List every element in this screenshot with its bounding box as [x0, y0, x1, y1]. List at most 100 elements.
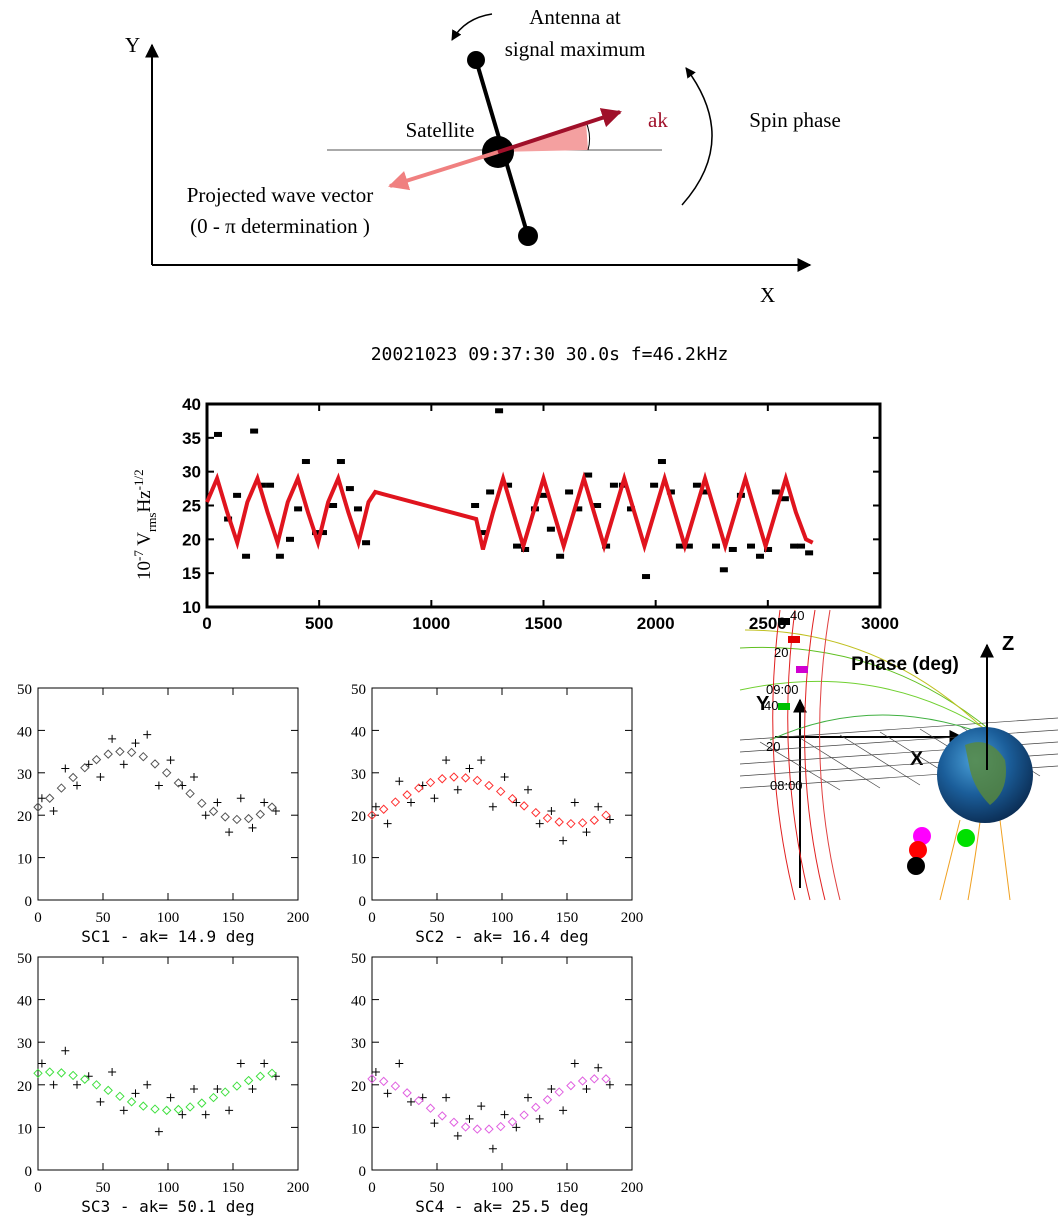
x-tick-label: 100 [491, 910, 514, 926]
satellite-label: Satellite [406, 118, 475, 142]
data-point [747, 543, 756, 549]
x-tick-label: 150 [556, 910, 579, 926]
measured-point [108, 734, 117, 743]
data-point [584, 472, 593, 478]
model-point [460, 773, 471, 783]
spin-label: Spin phase [749, 108, 841, 132]
measured-point [260, 798, 269, 807]
measured-point [166, 756, 175, 765]
model-point [378, 804, 389, 814]
y-tick-label: 35 [182, 429, 201, 448]
measured-point [201, 1110, 210, 1119]
y-tick-label: 10 [182, 598, 201, 617]
measured-point [547, 806, 556, 815]
model-point [185, 788, 195, 799]
data-point [728, 546, 737, 552]
measured-point [524, 785, 532, 794]
data-point [771, 489, 780, 495]
model-point [472, 775, 483, 786]
measured-point [49, 806, 58, 815]
y-tick-label: 20 [351, 809, 366, 825]
data-point [521, 546, 530, 552]
x-axis-label: Phase (deg) [851, 654, 959, 675]
model-point [390, 797, 401, 807]
model-point [267, 1068, 277, 1079]
spacecraft-4 [796, 666, 808, 673]
data-point [250, 428, 259, 434]
measured-point [201, 811, 210, 820]
model-point [437, 1111, 447, 1121]
y-tick-label: 30 [182, 463, 201, 482]
y-tick-label: 40 [17, 724, 32, 740]
model-point [56, 1068, 67, 1078]
measured-point [260, 1059, 269, 1068]
y-tick-label: 20 [351, 1079, 366, 1095]
y-axis-label-part: -1/2 [131, 469, 146, 490]
y-tick-label: 50 [351, 682, 366, 698]
y-tick-label: 30 [17, 767, 32, 783]
data-point [546, 526, 555, 532]
y-tick-label: 25 [182, 497, 201, 516]
plot-frame [37, 956, 299, 1171]
x-tick-label: 50 [96, 1180, 111, 1196]
measured-point [500, 1110, 509, 1119]
model-point [601, 1074, 611, 1084]
model-point [414, 1095, 424, 1106]
model-point [589, 1074, 600, 1084]
chart: 0 500 1000 1500 2000 2500 3000 10 15 20 25 30 35 40 20… [131, 344, 959, 675]
y-tick-label: 30 [17, 1036, 32, 1052]
plot-frame [37, 687, 299, 901]
model-point [197, 798, 207, 809]
model-point [33, 1068, 43, 1079]
model-point [115, 1091, 125, 1102]
measured-point [570, 1059, 579, 1068]
x-tick-label: 2500 [749, 614, 787, 633]
measured-point [430, 794, 439, 803]
x-tick-label: 100 [157, 910, 180, 926]
data-point [797, 543, 806, 549]
x-tick-label: 0 [202, 614, 211, 633]
y-tick-label: 10 [351, 852, 366, 868]
data-point [780, 496, 789, 502]
y-axis-label-part: Hz [134, 490, 155, 512]
measured-point [488, 1144, 497, 1153]
model-point [56, 783, 67, 793]
measured-point [442, 756, 451, 765]
measured-point [73, 1080, 81, 1089]
model-point [243, 1075, 254, 1086]
model-point [91, 754, 102, 765]
model-point [378, 1076, 389, 1087]
measured-point [236, 1059, 245, 1068]
measured-point [512, 798, 521, 807]
model-point [44, 1067, 55, 1077]
data-point [642, 574, 651, 580]
x-tick-label: 50 [430, 910, 445, 926]
measured-point [225, 828, 234, 837]
measured-point [225, 1106, 234, 1115]
data-point [650, 482, 659, 488]
measured-point [248, 1085, 257, 1094]
data-point [593, 503, 602, 508]
y-tick-label: 50 [17, 951, 32, 967]
model-point [208, 806, 219, 817]
measured-point [154, 781, 163, 790]
measured-point [395, 777, 404, 786]
data-point [233, 492, 242, 498]
y-axis-label-part: -7 [131, 550, 146, 561]
measured-point [248, 823, 257, 832]
model-point [255, 809, 266, 820]
data-point [701, 489, 710, 495]
measured-point [213, 798, 222, 807]
y-tick-label: 0 [25, 894, 33, 910]
spacecraft-configuration: Y X [756, 693, 975, 888]
measured-point [37, 1059, 46, 1068]
model-point [197, 1098, 207, 1108]
x-tick-label: 150 [222, 910, 245, 926]
data-point [755, 553, 764, 559]
data-point [504, 482, 513, 488]
measured-point [477, 1102, 486, 1111]
measured-point [190, 773, 198, 782]
measured-point [371, 1068, 380, 1077]
x-tick-label: 1500 [525, 614, 563, 633]
data-point [275, 553, 284, 559]
